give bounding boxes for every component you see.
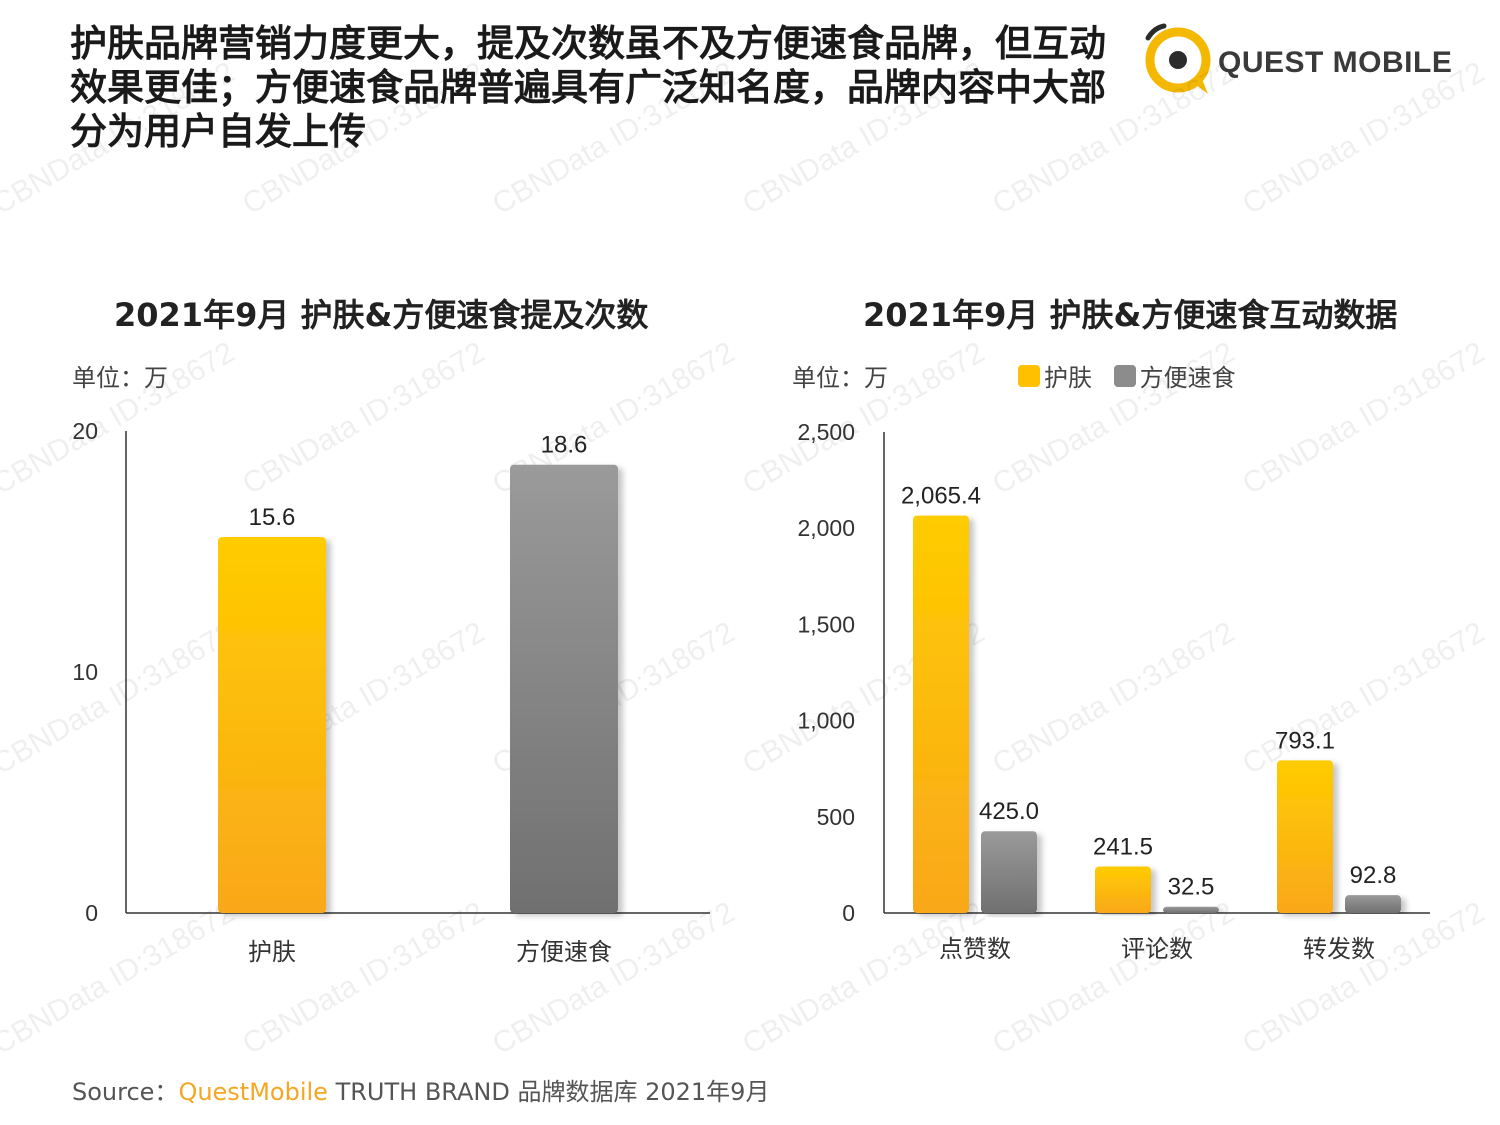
legend-item-instant-food: 方便速食 <box>1113 358 1236 393</box>
chart-interactions: 0 500 1,000 1,500 2,000 2,500 2,065.4 425.0 点赞数 2… <box>797 419 1430 963</box>
chart2-data-label: 92.8 <box>1350 862 1397 889</box>
chart2-bar <box>981 831 1037 913</box>
chart2-legend: 护肤 方便速食 <box>1018 358 1250 393</box>
chart1-unit: 单位：万 <box>72 364 168 392</box>
watermark-text: CBNData ID:318672 <box>1237 896 1490 1061</box>
chart2-data-label: 241.5 <box>1093 834 1153 861</box>
chart1-category-label: 方便速食 <box>516 938 612 966</box>
chart2-data-label: 425.0 <box>979 798 1039 825</box>
legend-item-skincare: 护肤 <box>1018 358 1092 393</box>
chart2-category-label: 评论数 <box>1121 935 1193 963</box>
chart2-bar <box>1163 906 1219 913</box>
chart2-y-tick-label: 1,500 <box>797 611 855 637</box>
watermark-text: CBNData ID:318672 <box>237 896 490 1061</box>
chart2-y-tick-label: 2,000 <box>797 515 855 541</box>
chart2-unit: 单位：万 <box>792 364 888 392</box>
headline: 护肤品牌营销力度更大，提及次数虽不及方便速食品牌，但互动效果更佳；方便速食品牌普… <box>70 22 1106 153</box>
watermark-text: CBNData ID:318672 <box>0 896 240 1061</box>
watermark-text: CBNData ID:318672 <box>487 896 740 1061</box>
source-note: Source：QuestMobile TRUTH BRAND 品牌数据库 202… <box>72 1072 769 1107</box>
legend-label-instant-food: 方便速食 <box>1139 364 1236 392</box>
chart2-data-label: 793.1 <box>1275 727 1335 754</box>
watermark-text: CBNData ID:318672 <box>737 56 990 221</box>
watermark-text: CBNData ID:318672 <box>0 616 240 781</box>
chart2-y-tick-label: 0 <box>842 900 855 926</box>
chart2-y-tick-label: 500 <box>817 804 855 830</box>
chart2-bar <box>913 515 969 913</box>
watermark-text: CBNData ID:318672 <box>987 616 1240 781</box>
chart1-title: 2021年9月 护肤&方便速食提及次数 <box>114 296 649 334</box>
chart-mentions: 0 10 20 15.6 护肤 18.6 方便速食 <box>72 418 710 966</box>
source-rest: TRUTH BRAND 品牌数据库 2021年9月 <box>327 1078 770 1106</box>
watermark-text: CBNData ID:318672 <box>237 56 490 221</box>
watermark-text: CBNData ID:318672 <box>237 336 490 501</box>
chart1-y-tick-label: 0 <box>85 900 98 926</box>
chart1-y-tick-label: 10 <box>72 659 98 685</box>
watermark-text: CBNData ID:318672 <box>487 56 740 221</box>
chart2-y-tick-label: 2,500 <box>797 419 855 445</box>
chart2-bar <box>1095 866 1151 913</box>
legend-swatch-instant-food <box>1113 364 1136 387</box>
legend-swatch-skincare <box>1018 364 1040 387</box>
source-brand: QuestMobile <box>178 1078 328 1106</box>
chart1-data-label: 15.6 <box>249 504 296 531</box>
chart2-category-label: 点赞数 <box>939 935 1011 963</box>
logo-text: QUEST MOBILE <box>1218 46 1453 79</box>
chart2-data-label: 32.5 <box>1168 874 1215 901</box>
legend-label-skincare: 护肤 <box>1044 364 1092 392</box>
chart1-y-tick-label: 20 <box>72 418 98 444</box>
watermark-text: CBNData ID:318672 <box>1237 56 1490 221</box>
chart1-bar <box>218 537 326 913</box>
chart2-category-label: 转发数 <box>1303 935 1375 963</box>
watermark-text: CBNData ID:318672 <box>987 896 1240 1061</box>
chart1-data-label: 18.6 <box>541 432 588 459</box>
watermark-text: CBNData ID:318672 <box>737 896 990 1061</box>
watermark-text: CBNData ID:318672 <box>1237 336 1490 501</box>
watermark-text: CBNData ID:318672 <box>987 56 1240 221</box>
chart2-bar <box>1277 760 1333 913</box>
chart2-y-tick-label: 1,000 <box>797 708 855 734</box>
watermark-text: CBNData ID:318672 <box>1237 616 1490 781</box>
chart1-category-label: 护肤 <box>248 938 296 966</box>
chart2-title: 2021年9月 护肤&方便速食互动数据 <box>863 296 1398 334</box>
chart2-data-label: 2,065.4 <box>901 483 981 510</box>
source-prefix: Source： <box>72 1078 179 1106</box>
questmobile-logo-icon <box>1145 23 1211 94</box>
chart1-bar <box>510 464 618 913</box>
watermark-text: CBNData ID:318672 <box>0 56 240 221</box>
chart2-bar <box>1345 895 1401 913</box>
